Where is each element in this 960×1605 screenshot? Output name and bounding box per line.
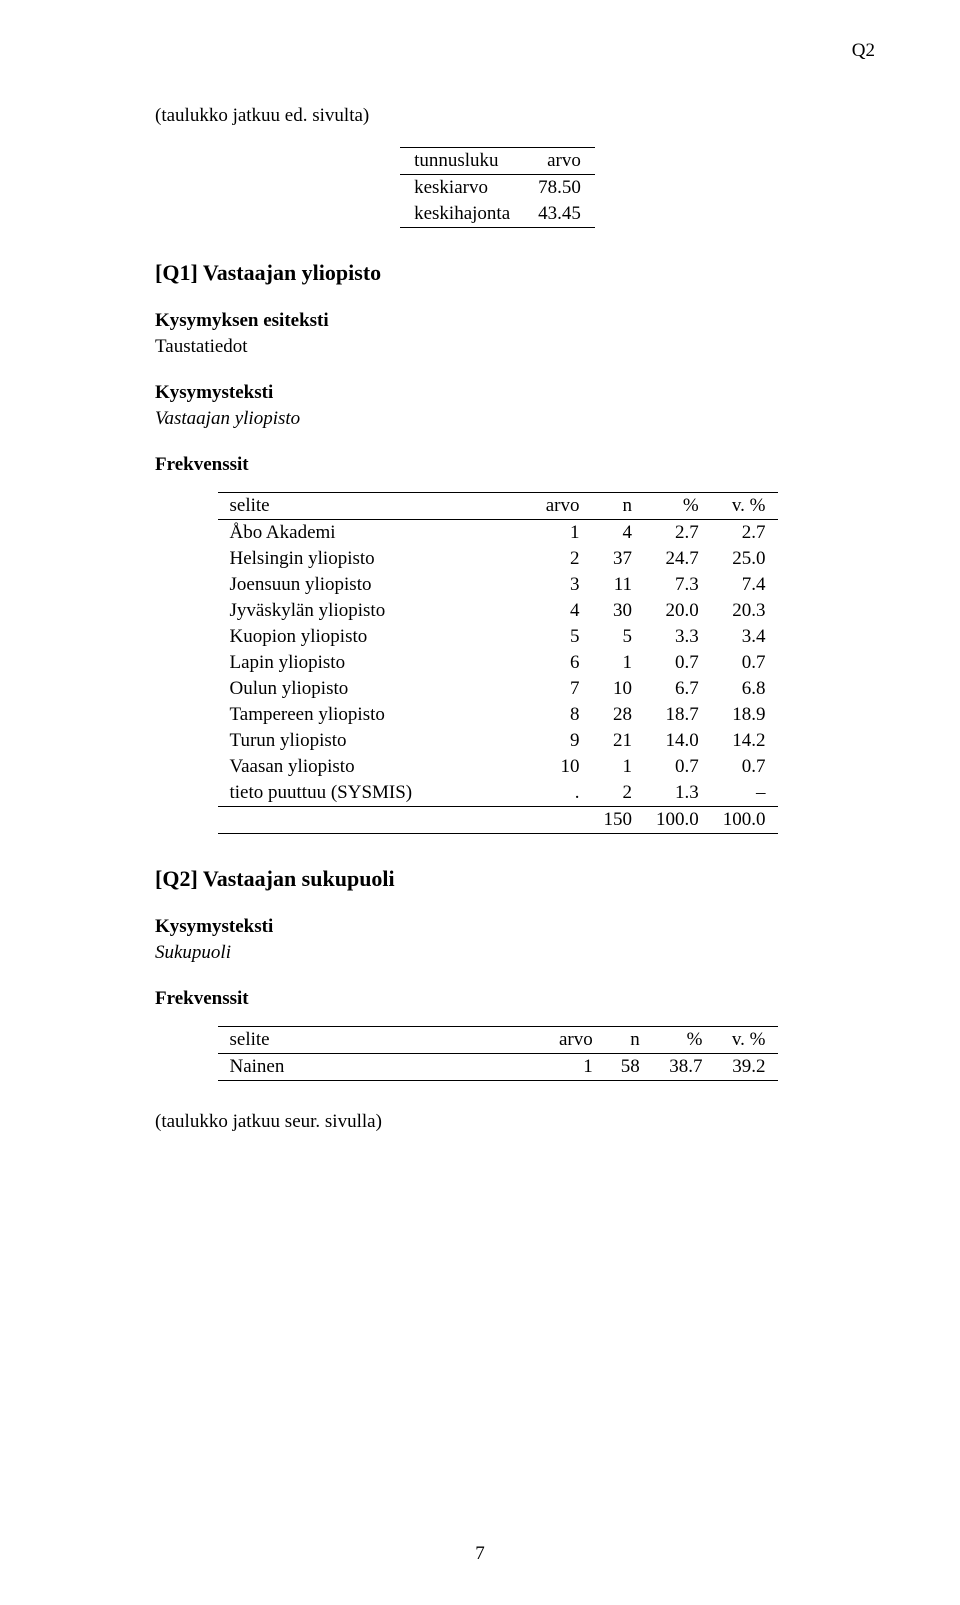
q1-kysymysteksti-text: Vastaajan yliopisto bbox=[155, 408, 840, 430]
q2-frekvenssit-heading: Frekvenssit bbox=[155, 988, 840, 1010]
stats-table: tunnusluku arvo keskiarvo 78.50 keskihaj… bbox=[400, 147, 595, 228]
col-selite: selite bbox=[218, 493, 534, 520]
col-arvo: arvo bbox=[542, 1027, 605, 1054]
q2-freq-table: selite arvo n % v. % Nainen 1 58 38.7 39… bbox=[218, 1026, 778, 1081]
stats-row-value: 43.45 bbox=[524, 201, 595, 228]
q2-heading: [Q2] Vastaajan sukupuoli bbox=[155, 866, 840, 892]
table-row: Åbo Akademi142.72.7 bbox=[218, 520, 778, 547]
col-pct: % bbox=[652, 1027, 715, 1054]
table-row: Jyväskylän yliopisto43020.020.3 bbox=[218, 598, 778, 624]
q2-kysymysteksti-text: Sukupuoli bbox=[155, 942, 840, 964]
stats-row-label: keskiarvo bbox=[400, 175, 524, 202]
stats-row-value: 78.50 bbox=[524, 175, 595, 202]
table-row: Helsingin yliopisto23724.725.0 bbox=[218, 546, 778, 572]
header-section-label: Q2 bbox=[852, 40, 875, 62]
q1-esiteksti-text: Taustatiedot bbox=[155, 336, 840, 358]
q1-frekvenssit-heading: Frekvenssit bbox=[155, 454, 840, 476]
table-row: Oulun yliopisto7106.76.8 bbox=[218, 676, 778, 702]
q1-heading: [Q1] Vastaajan yliopisto bbox=[155, 260, 840, 286]
col-n: n bbox=[605, 1027, 652, 1054]
q1-kysymysteksti-heading: Kysymysteksti bbox=[155, 382, 840, 404]
table-row: Kuopion yliopisto553.33.4 bbox=[218, 624, 778, 650]
table-continues-note: (taulukko jatkuu seur. sivulla) bbox=[155, 1111, 840, 1133]
col-arvo: arvo bbox=[534, 493, 592, 520]
stats-col-value: arvo bbox=[524, 148, 595, 175]
table-row: Turun yliopisto92114.014.2 bbox=[218, 728, 778, 754]
col-n: n bbox=[592, 493, 645, 520]
stats-col-label: tunnusluku bbox=[400, 148, 524, 175]
table-row: Nainen 1 58 38.7 39.2 bbox=[218, 1054, 778, 1081]
table-total-row: 150 100.0 100.0 bbox=[218, 807, 778, 834]
table-row: Lapin yliopisto610.70.7 bbox=[218, 650, 778, 676]
col-selite: selite bbox=[218, 1027, 542, 1054]
table-row: Vaasan yliopisto1010.70.7 bbox=[218, 754, 778, 780]
q1-esiteksti-heading: Kysymyksen esiteksti bbox=[155, 310, 840, 332]
page-number: 7 bbox=[0, 1543, 960, 1565]
stats-row-label: keskihajonta bbox=[400, 201, 524, 228]
table-row: Tampereen yliopisto82818.718.9 bbox=[218, 702, 778, 728]
col-pct: % bbox=[644, 493, 711, 520]
q1-freq-table: selite arvo n % v. % Åbo Akademi142.72.7… bbox=[218, 492, 778, 834]
table-row: tieto puuttuu (SYSMIS).21.3– bbox=[218, 780, 778, 807]
col-vpct: v. % bbox=[711, 493, 778, 520]
page: Q2 (taulukko jatkuu ed. sivulta) tunnusl… bbox=[0, 0, 960, 1605]
q2-kysymysteksti-heading: Kysymysteksti bbox=[155, 916, 840, 938]
table-row: Joensuun yliopisto3117.37.4 bbox=[218, 572, 778, 598]
table-continued-note: (taulukko jatkuu ed. sivulta) bbox=[155, 105, 840, 127]
col-vpct: v. % bbox=[714, 1027, 777, 1054]
